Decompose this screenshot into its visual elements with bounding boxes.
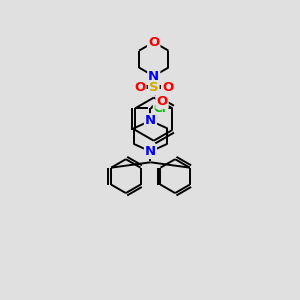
Text: N: N [145, 114, 156, 127]
Text: O: O [148, 36, 159, 49]
Text: O: O [134, 81, 146, 94]
Text: O: O [156, 95, 168, 108]
Text: Cl: Cl [154, 102, 166, 115]
Text: N: N [148, 70, 159, 83]
Text: O: O [162, 81, 173, 94]
Text: N: N [145, 145, 156, 158]
Text: S: S [149, 81, 159, 94]
